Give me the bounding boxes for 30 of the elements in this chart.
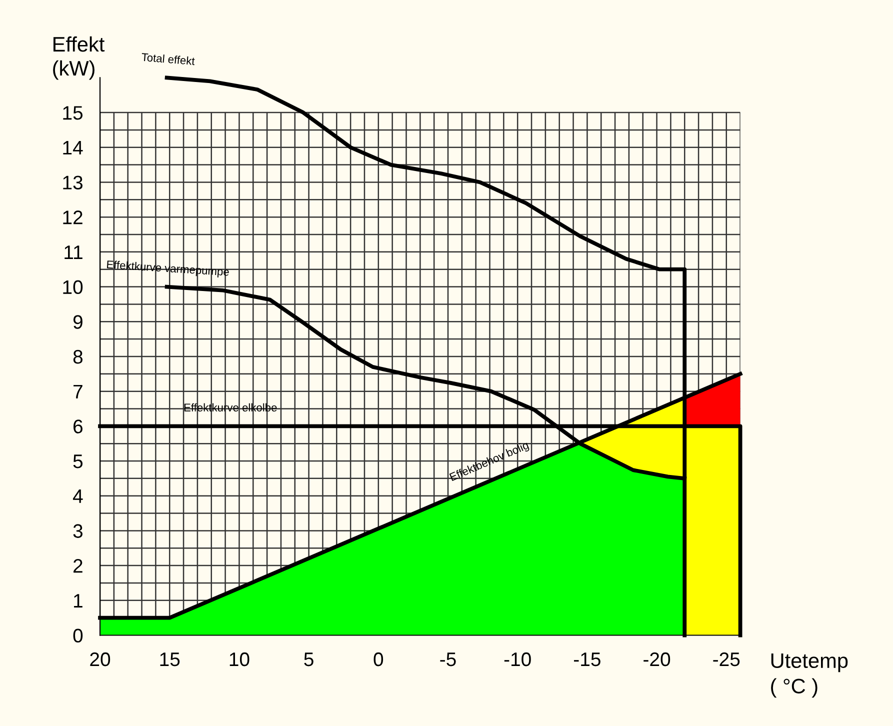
y-tick-label: 5 <box>73 454 83 468</box>
x-tick-label: -10 <box>504 652 531 666</box>
y-tick-label: 3 <box>73 524 82 538</box>
y-tick-label: 4 <box>72 490 83 503</box>
y-tick-label: 9 <box>73 315 82 329</box>
annotation: Effektkurve varmepumpe <box>106 260 230 278</box>
x-tick-label: -15 <box>574 652 600 666</box>
annotation: Total effekt <box>141 52 196 66</box>
y-axis-title: Effekt (kW) <box>53 36 105 80</box>
y-tick-label: 8 <box>73 350 83 364</box>
y-tick-label: 12 <box>63 210 82 224</box>
y-tick-label: 15 <box>63 106 83 120</box>
x-tick-label: 0 <box>374 652 384 666</box>
x-tick-label: -20 <box>644 652 670 666</box>
y-tick-label: 1 <box>74 594 82 608</box>
x-tick-label: -5 <box>440 652 456 666</box>
y-tick-label: 13 <box>63 176 82 190</box>
x-tick-label: 5 <box>304 652 314 666</box>
x-tick-label: 20 <box>90 652 110 666</box>
y-tick-label: 2 <box>74 559 82 573</box>
y-tick-label: 7 <box>74 384 82 398</box>
x-tick-label: 10 <box>230 652 250 666</box>
y-tick-label: 14 <box>63 141 83 154</box>
y-tick-label: 10 <box>63 280 83 294</box>
y-tick-label: 6 <box>74 420 82 434</box>
x-axis-title: Utetemp ( °C ) <box>771 654 848 698</box>
y-tick-label: 11 <box>64 246 82 259</box>
x-tick-label: -25 <box>713 652 740 666</box>
x-tick-label: 15 <box>160 652 180 666</box>
y-tick-label: 0 <box>73 628 83 642</box>
